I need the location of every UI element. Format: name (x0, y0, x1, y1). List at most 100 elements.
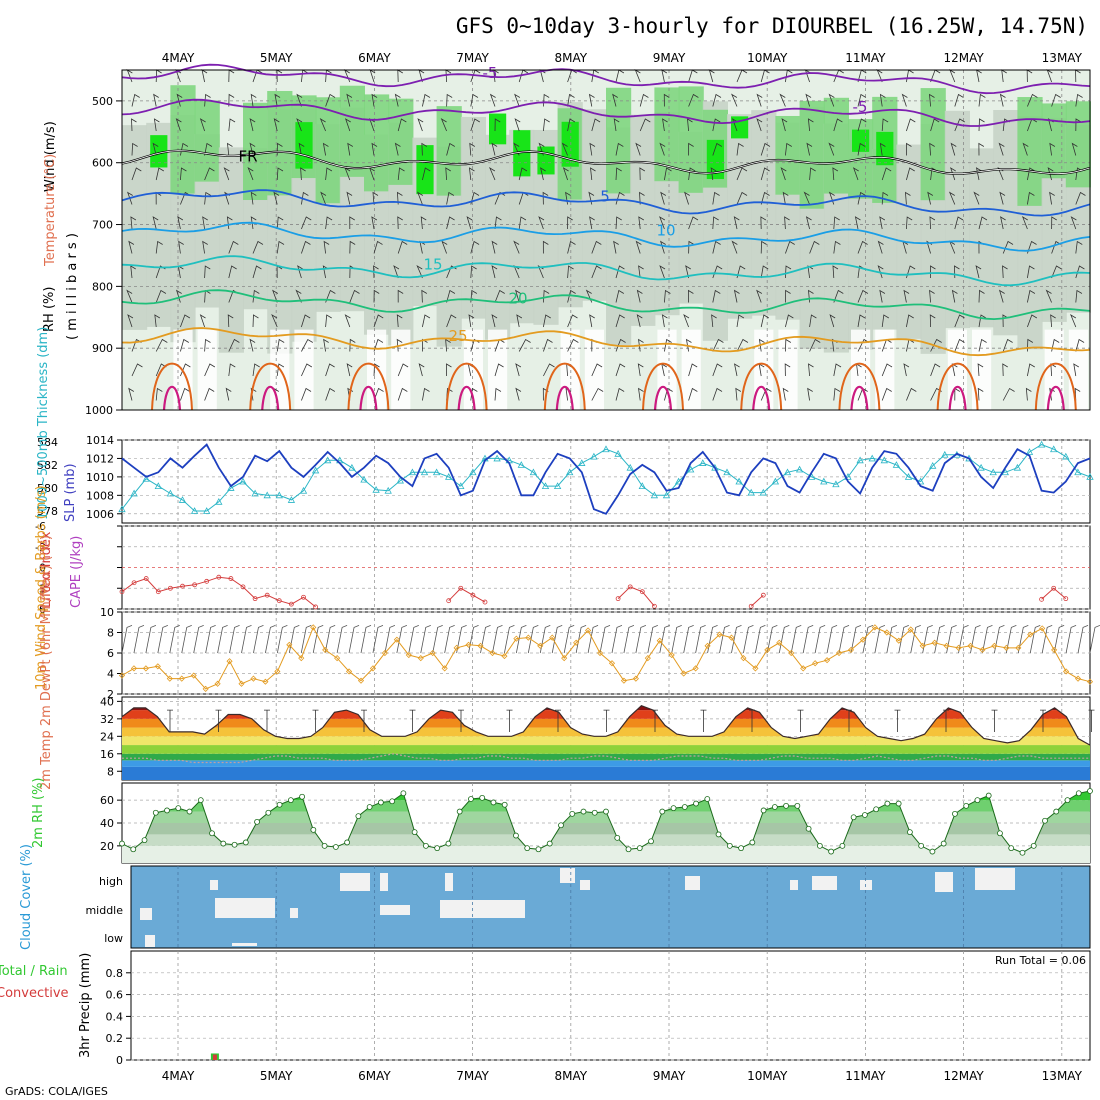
rh2m-panel: 20 40 60 (100, 782, 1093, 864)
temp2m-line (121, 705, 1091, 746)
wind-barb (494, 191, 506, 205)
wind-barb (659, 216, 666, 230)
wind-barb (1002, 338, 1013, 352)
wind-barb (1070, 314, 1077, 328)
wind-barb (927, 191, 934, 205)
wind-barb (736, 338, 749, 352)
wind-barb (155, 289, 167, 303)
wind10m-barb (611, 625, 623, 654)
wind-barb (731, 93, 738, 107)
wind10m-barb (635, 625, 647, 654)
thickness-point (699, 459, 707, 466)
slp-line (121, 443, 1091, 515)
contour-label: 20 (508, 290, 527, 308)
wind-barb (785, 289, 791, 303)
wind-barb (736, 167, 748, 181)
cloud-clear-patch (215, 898, 275, 918)
wind-barb (346, 93, 353, 107)
thickness-point (771, 477, 780, 485)
wind10m-barb (1053, 625, 1065, 654)
wind10m-barb (432, 625, 443, 654)
wind10m-barb (217, 625, 228, 654)
wind-barb (857, 142, 866, 156)
thickness-point (203, 507, 211, 514)
wind-barb (664, 289, 671, 303)
wind10m-barb (169, 625, 180, 654)
wind10m-point (883, 629, 890, 636)
wind-barb (297, 265, 303, 279)
rh2m-point (850, 814, 857, 821)
wind-barb (1027, 93, 1038, 107)
wind-barb (857, 314, 866, 328)
minmax-whisker (167, 709, 173, 732)
thickness-point (445, 473, 453, 480)
wind-barb (1075, 118, 1082, 132)
cloud-clear-patch (340, 873, 370, 891)
thickness-point (783, 468, 792, 476)
rh2m-point (355, 813, 362, 820)
rh-grey-band (485, 134, 511, 340)
panel-frame (130, 865, 1091, 949)
lifted-point (482, 599, 488, 605)
wind10m-point (310, 624, 317, 631)
wind-barb (446, 191, 455, 205)
contour-label: 25 (448, 327, 467, 345)
wind-barb (542, 240, 549, 254)
wind-barb (204, 265, 211, 279)
date-label-top: 4MAY (162, 51, 195, 65)
lifted-point (1039, 596, 1044, 602)
minmax-whisker (409, 709, 416, 732)
wind-barb (809, 240, 820, 254)
minmax-whisker (652, 709, 658, 732)
thickness-point (529, 468, 538, 476)
wind-barb (249, 118, 256, 132)
freezing-contour-core (121, 150, 1091, 175)
wind-barb (176, 93, 183, 107)
wind10m-point (620, 677, 627, 684)
wind-barb (978, 118, 985, 132)
warm-contour (1034, 362, 1077, 411)
wind-barb (590, 167, 596, 181)
date-label-top: 9MAY (653, 51, 686, 65)
wind-barb (639, 118, 651, 132)
wind-barb (394, 142, 401, 156)
wind-barb (252, 289, 260, 303)
wind-barb (589, 314, 595, 328)
wind-barb (807, 118, 814, 132)
wind-barb (785, 338, 792, 352)
wind10m-point (561, 655, 568, 662)
rh2m-point (310, 826, 317, 833)
wind-barb (639, 167, 646, 181)
y-tick-label: 0 (116, 1054, 123, 1067)
date-label-bottom: 13MAY (1042, 1069, 1083, 1083)
wind-barb (664, 338, 672, 352)
wind-barb (782, 387, 789, 401)
rh2m-point (907, 829, 913, 836)
rh2m-point (940, 840, 947, 847)
wind-barb (1025, 387, 1032, 401)
wind-barb (591, 363, 603, 377)
date-label-top: 11MAY (845, 51, 886, 65)
minmax-whisker (215, 709, 222, 732)
wind-barb (615, 338, 626, 352)
wind10m-barb (647, 625, 658, 654)
thickness-point (493, 454, 501, 462)
wind-barb (228, 93, 235, 107)
rh2m-point (164, 807, 170, 814)
wind-barb (591, 265, 602, 279)
wind10m-point (1051, 646, 1058, 653)
wind-barb (906, 216, 913, 230)
y-tick-label: 3 (39, 582, 46, 595)
wind-barb (446, 216, 455, 230)
rh2m-point (411, 829, 418, 836)
slp-thickness-panel: 1006 1008 1010 1012 1014 578 580 582 584 (37, 434, 1094, 524)
y-tick-label: 24 (100, 730, 114, 743)
thickness-point (711, 463, 719, 471)
wind-barb (177, 216, 184, 230)
wind-barb (736, 191, 748, 205)
wind-barb (199, 118, 206, 132)
rh2m-point (1087, 788, 1093, 794)
wind10m-point (1003, 644, 1010, 651)
wind-barb (661, 314, 668, 328)
cloud-clear-patch (232, 943, 257, 946)
